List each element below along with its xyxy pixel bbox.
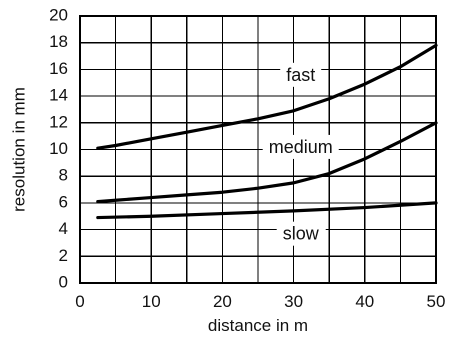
x-tick-label: 40 — [355, 292, 374, 311]
series-lines — [96, 43, 438, 220]
series-label-background-medium — [262, 134, 339, 159]
y-tick-label: 6 — [59, 192, 68, 211]
y-tick-label: 0 — [59, 272, 68, 291]
plot-frame — [79, 15, 437, 284]
series-label-background-slow — [276, 221, 326, 246]
y-tick-label: 4 — [59, 219, 68, 238]
x-tick-label: 20 — [213, 292, 232, 311]
series-label-background-fast — [280, 62, 322, 87]
tick-labels: 0 10 20 30 40 50 0 2 4 6 8 10 12 14 16 18 20 — [49, 5, 445, 311]
y-tick-label: 20 — [49, 5, 68, 24]
series-labels: fast medium slow — [262, 62, 339, 246]
x-tick-label: 50 — [427, 292, 446, 311]
x-tick-label: 30 — [284, 292, 303, 311]
series-line-slow — [96, 201, 438, 220]
y-tick-label: 2 — [59, 246, 68, 265]
x-axis-title: distance in m — [208, 316, 308, 335]
y-tick-label: 8 — [59, 166, 68, 185]
x-tick-label: 0 — [75, 292, 84, 311]
y-tick-label: 12 — [49, 112, 68, 131]
y-axis-title: resolution in mm — [9, 87, 28, 212]
y-tick-label: 10 — [49, 139, 68, 158]
series-line-medium — [96, 121, 438, 204]
series-label-slow: slow — [283, 224, 320, 244]
y-tick-label: 16 — [49, 59, 68, 78]
x-tick-label: 10 — [142, 292, 161, 311]
series-label-medium: medium — [269, 137, 333, 157]
y-tick-label: 18 — [49, 32, 68, 51]
series-line-fast — [96, 43, 438, 150]
y-tick-label: 14 — [49, 86, 68, 105]
series-label-fast: fast — [286, 65, 315, 85]
